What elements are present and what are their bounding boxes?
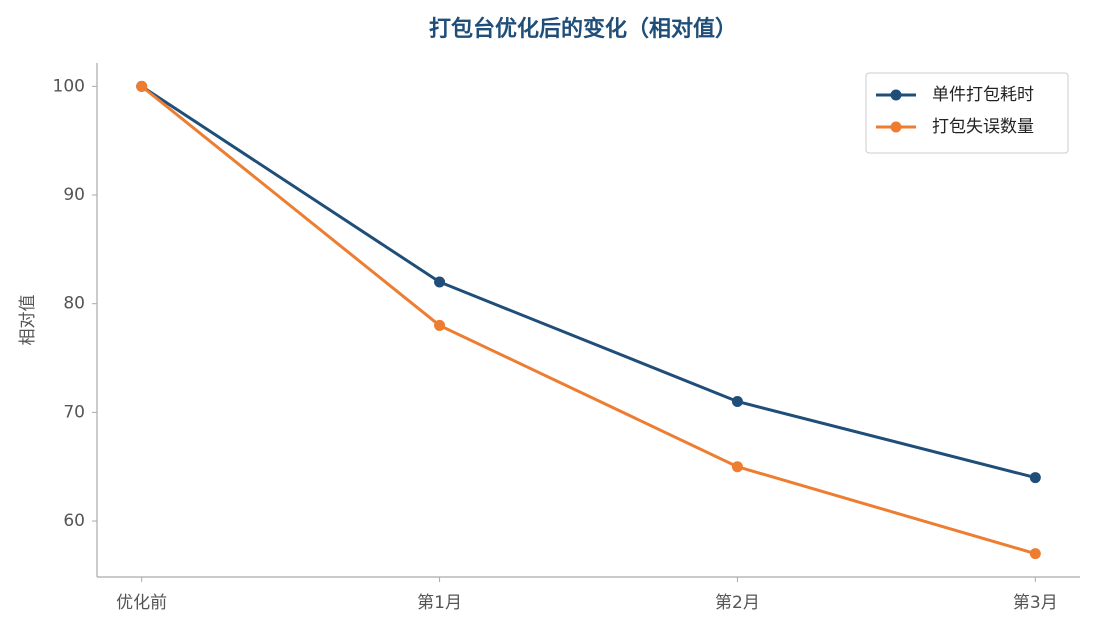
- chart-title: 打包台优化后的变化（相对值）: [429, 16, 737, 42]
- y-tick-label: 70: [63, 402, 85, 422]
- y-axis-label: 相对值: [18, 295, 38, 346]
- point: [434, 319, 446, 331]
- x-tick-label: 第1月: [417, 593, 462, 613]
- legend-label: 单件打包耗时: [932, 85, 1034, 105]
- y-tick-label: 100: [53, 76, 85, 96]
- legend-marker: [890, 89, 902, 101]
- point: [731, 461, 743, 473]
- x-tick-label: 第3月: [1013, 593, 1058, 613]
- series-line: [140, 85, 1036, 480]
- point: [434, 276, 446, 288]
- legend-box: [865, 72, 1069, 154]
- y-tick-label: 60: [63, 511, 85, 531]
- point: [1029, 548, 1041, 560]
- x-tick-label: 优化前: [116, 593, 167, 613]
- legend-marker: [890, 121, 902, 133]
- series-line: [140, 85, 1036, 556]
- point: [136, 80, 148, 92]
- y-tick-label: 90: [63, 185, 85, 205]
- x-tick-label: 第2月: [715, 593, 760, 613]
- point: [1029, 472, 1041, 484]
- y-tick-label: 80: [63, 294, 85, 314]
- legend-label: 打包失误数量: [932, 117, 1034, 137]
- point: [731, 396, 743, 408]
